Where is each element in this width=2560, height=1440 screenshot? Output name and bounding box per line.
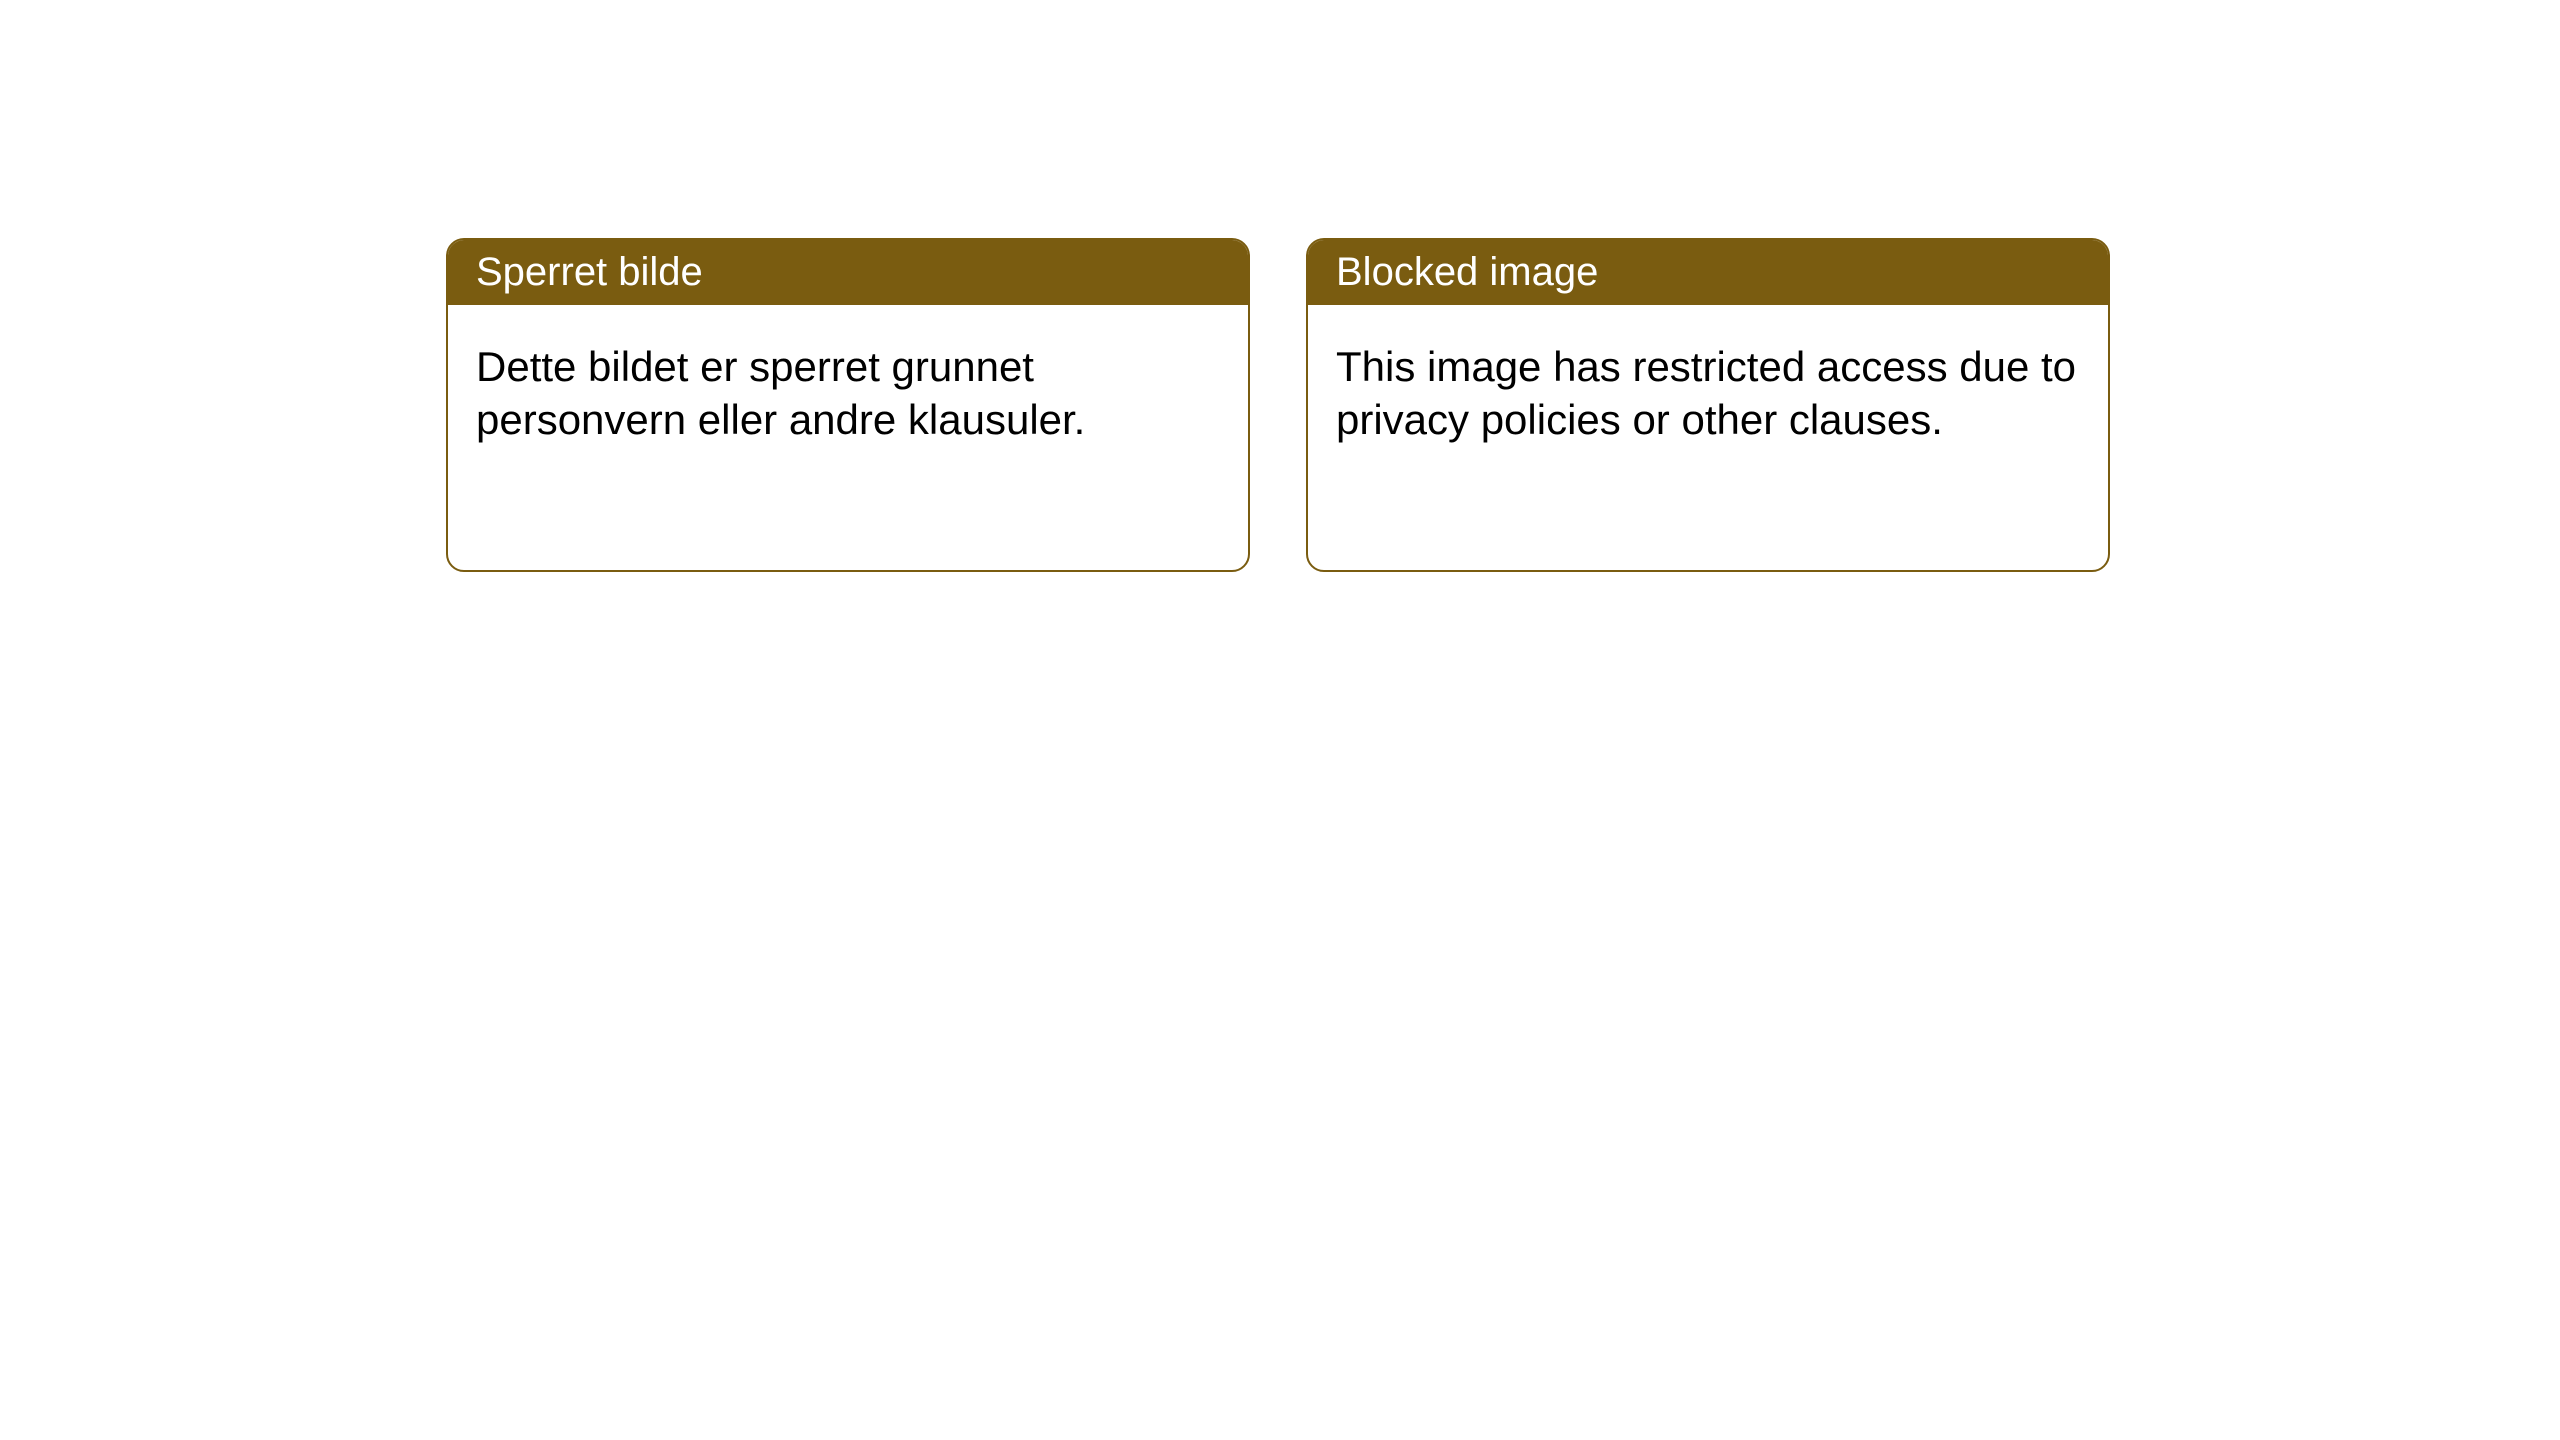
card-message: Dette bildet er sperret grunnet personve… [476, 343, 1085, 443]
notice-card-norwegian: Sperret bilde Dette bildet er sperret gr… [446, 238, 1250, 572]
notice-cards-container: Sperret bilde Dette bildet er sperret gr… [446, 238, 2110, 572]
card-header: Sperret bilde [448, 240, 1248, 305]
card-body: Dette bildet er sperret grunnet personve… [448, 305, 1248, 482]
card-header: Blocked image [1308, 240, 2108, 305]
card-title: Blocked image [1336, 250, 1598, 294]
card-message: This image has restricted access due to … [1336, 343, 2076, 443]
card-body: This image has restricted access due to … [1308, 305, 2108, 482]
notice-card-english: Blocked image This image has restricted … [1306, 238, 2110, 572]
card-title: Sperret bilde [476, 250, 703, 294]
